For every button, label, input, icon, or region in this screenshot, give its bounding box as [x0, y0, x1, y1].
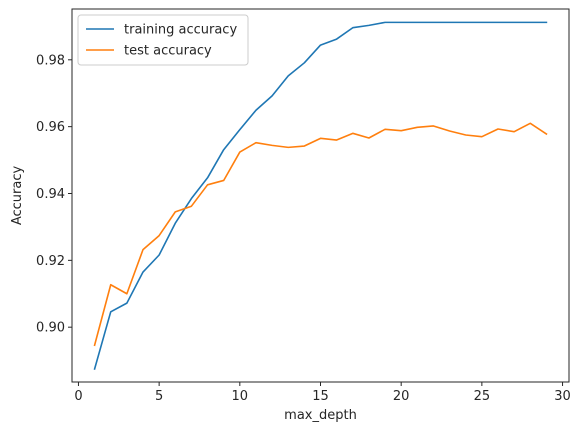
x-tick-label: 10 [232, 389, 249, 404]
x-axis-label: max_depth [284, 408, 357, 423]
x-axis: 0 5 10 15 20 25 30 [74, 382, 571, 404]
legend: training accuracy test accuracy [77, 14, 249, 66]
legend-label: training accuracy [124, 23, 237, 38]
x-tick-label: 25 [474, 389, 491, 404]
x-tick-label: 30 [554, 389, 571, 404]
x-tick-label: 5 [155, 389, 163, 404]
y-tick-label: 0.94 [36, 187, 65, 202]
y-tick-label: 0.98 [36, 53, 65, 68]
legend-box [77, 14, 249, 66]
series-line-training [93, 21, 548, 370]
series-line-test [93, 122, 548, 347]
y-axis: 0.90 0.92 0.94 0.96 0.98 [36, 53, 72, 336]
y-tick-label: 0.96 [36, 120, 65, 135]
x-tick-label: 20 [393, 389, 410, 404]
legend-label: test accuracy [124, 44, 212, 59]
y-tick-label: 0.90 [36, 321, 65, 336]
x-tick-label: 0 [74, 389, 82, 404]
plot-area [93, 21, 548, 370]
y-tick-label: 0.92 [36, 254, 65, 269]
x-tick-label: 15 [312, 389, 329, 404]
y-axis-label: Accuracy [10, 166, 25, 226]
